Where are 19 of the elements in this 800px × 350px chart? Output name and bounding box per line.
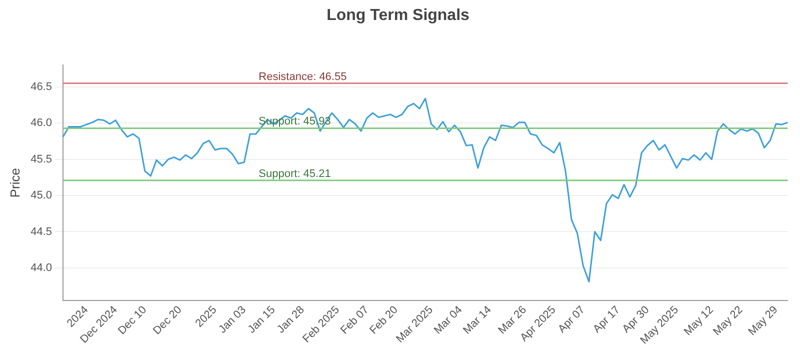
ref-line-label: Resistance: 46.55: [258, 70, 347, 83]
x-tick-label: Dec 20: [151, 304, 184, 338]
x-tick-label: Apr 17: [591, 304, 622, 336]
y-tick-label: 46.5: [30, 80, 52, 93]
y-axis-title: Price: [7, 168, 22, 198]
y-tick-label: 46.0: [30, 117, 52, 130]
x-tick-label: Mar 14: [461, 304, 494, 337]
chart-title: Long Term Signals: [326, 7, 470, 24]
x-tick-label: Dec 10: [116, 304, 150, 338]
x-tick-label: May 29: [746, 304, 780, 338]
ref-line-label: Support: 45.21: [258, 168, 331, 180]
y-tick-label: 45.5: [30, 153, 52, 166]
x-tick-label: Apr 07: [556, 304, 588, 336]
y-tick-label: 45.0: [30, 190, 52, 202]
x-tick-label: Jan 03: [216, 304, 248, 336]
x-tick-label: Feb 20: [368, 304, 400, 337]
y-tick-label: 44.5: [30, 226, 52, 238]
x-tick-label: Jan 15: [246, 304, 278, 336]
y-tick-label: 44.0: [30, 262, 52, 274]
